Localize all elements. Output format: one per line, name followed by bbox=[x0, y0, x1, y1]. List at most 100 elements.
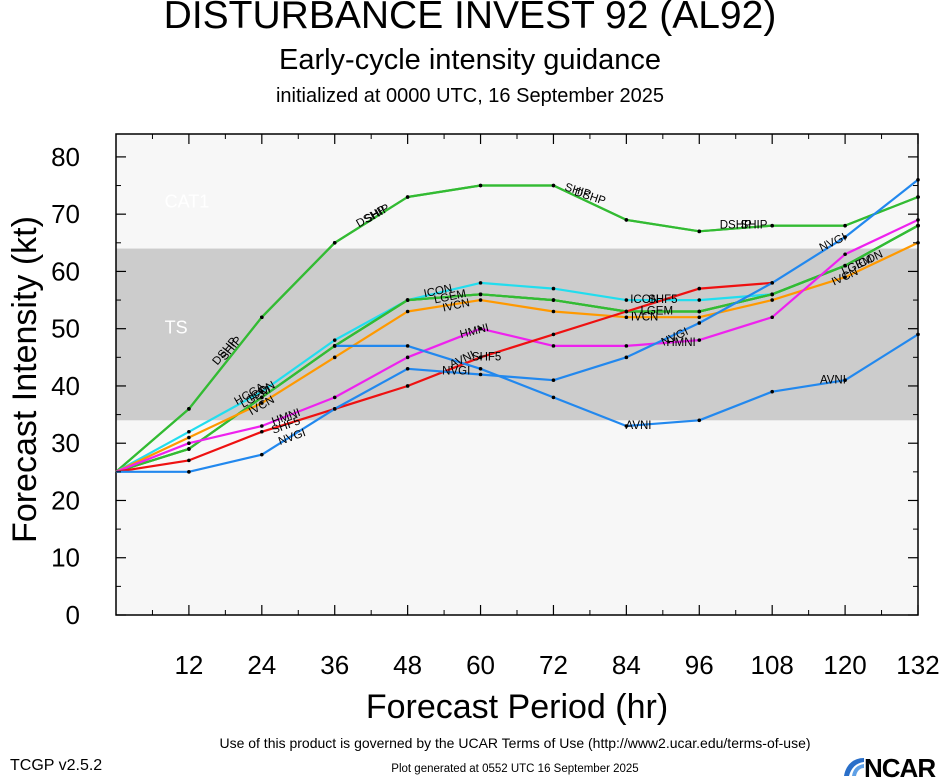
x-tick-label: 132 bbox=[896, 650, 939, 680]
series-point-shf5 bbox=[697, 286, 702, 291]
series-label-ivcn: IVCN bbox=[442, 297, 471, 314]
series-point-ship bbox=[551, 183, 556, 188]
series-label-icon: ICON bbox=[630, 294, 659, 306]
series-point-hmni bbox=[551, 344, 556, 348]
series-point-avni bbox=[916, 332, 920, 337]
terms-of-use: Use of this product is governed by the U… bbox=[219, 735, 811, 751]
x-tick-label: 24 bbox=[247, 650, 276, 680]
y-tick-label: 60 bbox=[51, 256, 80, 286]
x-tick-label: 12 bbox=[174, 650, 203, 680]
y-tick-label: 20 bbox=[51, 485, 80, 515]
series-point-icon bbox=[478, 281, 483, 285]
series-point-nvgi bbox=[843, 235, 847, 239]
series-point-avni bbox=[478, 366, 483, 371]
x-tick-label: 108 bbox=[750, 650, 793, 680]
series-point-ivcn bbox=[770, 298, 774, 302]
series-point-shf5 bbox=[260, 429, 264, 434]
series-point-avni bbox=[405, 344, 410, 348]
series-point-avni bbox=[624, 424, 629, 428]
series-label-shf5: SHF5 bbox=[648, 294, 677, 306]
series-label-ship: SHIP bbox=[741, 220, 768, 232]
band-label-cat1: CAT1 bbox=[165, 191, 210, 211]
series-point-ivcn bbox=[624, 315, 629, 320]
series-line-lgem bbox=[115, 224, 919, 473]
series-label-dshp: DSHP bbox=[720, 220, 752, 232]
series-point-ship bbox=[260, 315, 264, 320]
series-point-avni bbox=[332, 344, 337, 348]
series-point-ivcn bbox=[843, 275, 847, 279]
series-point-hmni bbox=[916, 218, 920, 222]
series-point-avni bbox=[770, 389, 774, 394]
series-point-nvgi bbox=[332, 407, 337, 411]
series-point-nvgi bbox=[624, 355, 629, 360]
axes: 12 24 36 48 60 72 84 96 108 120 132 0 10 20 30 40 50 60 70… bbox=[6, 134, 940, 726]
series-point-ship bbox=[624, 218, 629, 222]
series-line-ship bbox=[115, 184, 919, 473]
band-ts bbox=[116, 248, 918, 421]
series-point-icon bbox=[551, 286, 556, 291]
series-point-ivcn bbox=[478, 298, 483, 302]
series-line-ivcn bbox=[115, 241, 919, 473]
series-point-ivcn bbox=[187, 435, 191, 440]
series-point-ship bbox=[916, 195, 920, 199]
x-tick-label: 84 bbox=[612, 650, 641, 680]
band-cat1 bbox=[116, 134, 918, 249]
series-point-lgem bbox=[770, 292, 774, 297]
series-line-nvgi bbox=[116, 178, 919, 473]
series-point-avni bbox=[551, 395, 556, 400]
band-label-ts: TS bbox=[165, 317, 188, 337]
series-point-hmni bbox=[770, 315, 774, 320]
series-point-ship bbox=[187, 407, 191, 411]
x-tick-label: 72 bbox=[539, 650, 568, 680]
ncar-logo: NCAR bbox=[840, 752, 940, 783]
series-point-shf5 bbox=[551, 332, 556, 337]
series-point-shf5 bbox=[405, 384, 410, 388]
series-point-ivcn bbox=[260, 401, 264, 405]
series-point-hmni bbox=[187, 441, 191, 446]
series-point-ivcn bbox=[405, 309, 410, 314]
x-axis-label: Forecast Period (hr) bbox=[366, 688, 668, 726]
series-point-hmni bbox=[697, 338, 702, 342]
series-point-hmni bbox=[332, 395, 337, 400]
series-point-ship bbox=[770, 223, 774, 228]
series-point-lgem bbox=[478, 292, 483, 297]
x-tick-label: 96 bbox=[685, 650, 714, 680]
series-point-nvgi bbox=[187, 470, 191, 474]
series-point-hmni bbox=[260, 424, 264, 428]
series-lines bbox=[115, 178, 920, 474]
series-label-hmni: HMNI bbox=[666, 337, 695, 349]
x-tick-label: 48 bbox=[393, 650, 422, 680]
version-label: TCGP v2.5.2 bbox=[10, 757, 103, 774]
series-point-ship bbox=[405, 195, 410, 199]
series-point-ship bbox=[843, 223, 847, 228]
series-label-shf5: SHF5 bbox=[472, 351, 501, 363]
series-point-lgem bbox=[697, 309, 702, 314]
series-point-ivcn bbox=[551, 309, 556, 314]
series-point-lgem bbox=[916, 223, 920, 228]
series-point-avni bbox=[697, 418, 702, 423]
series-point-icon bbox=[697, 298, 702, 302]
y-tick-label: 30 bbox=[51, 428, 80, 458]
series-point-nvgi bbox=[260, 452, 264, 457]
series-point-ship bbox=[478, 183, 483, 188]
series-point-lgem bbox=[260, 395, 264, 400]
series-label-nvgi: NVGI bbox=[442, 366, 470, 378]
series-point-icon bbox=[624, 298, 629, 302]
chart-subtitle: Early-cycle intensity guidance bbox=[278, 44, 661, 76]
series-point-lgem bbox=[551, 298, 556, 302]
series-point-hmni bbox=[405, 355, 410, 360]
series-label-icon: ICON bbox=[423, 283, 454, 301]
series-label-lgem: LGEM bbox=[640, 306, 673, 318]
ncar-logo-text: NCAR bbox=[864, 753, 936, 783]
series-point-icon bbox=[187, 429, 191, 434]
x-tick-label: 60 bbox=[466, 650, 495, 680]
series-line-hmni bbox=[115, 218, 919, 473]
series-label-ivcn: IVCN bbox=[631, 311, 658, 323]
y-tick-label: 80 bbox=[51, 142, 80, 172]
y-tick-label: 10 bbox=[51, 543, 80, 573]
init-time: initialized at 0000 UTC, 16 September 20… bbox=[275, 85, 664, 107]
series-point-nvgi bbox=[916, 178, 920, 182]
series-point-icon bbox=[260, 389, 264, 394]
y-axis-label: Forecast Intensity (kt) bbox=[6, 216, 44, 543]
